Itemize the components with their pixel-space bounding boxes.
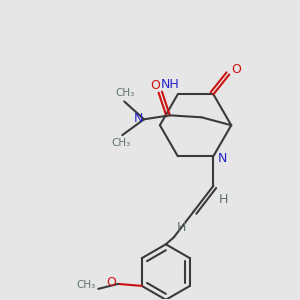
Text: NH: NH: [160, 78, 179, 91]
Text: O: O: [231, 63, 241, 76]
Text: N: N: [134, 112, 143, 125]
Text: CH₃: CH₃: [112, 138, 131, 148]
Text: CH₃: CH₃: [116, 88, 135, 98]
Text: CH₃: CH₃: [77, 280, 96, 290]
Text: O: O: [106, 276, 116, 290]
Text: H: H: [219, 193, 228, 206]
Text: N: N: [218, 152, 227, 165]
Text: H: H: [177, 221, 186, 234]
Text: O: O: [150, 79, 160, 92]
